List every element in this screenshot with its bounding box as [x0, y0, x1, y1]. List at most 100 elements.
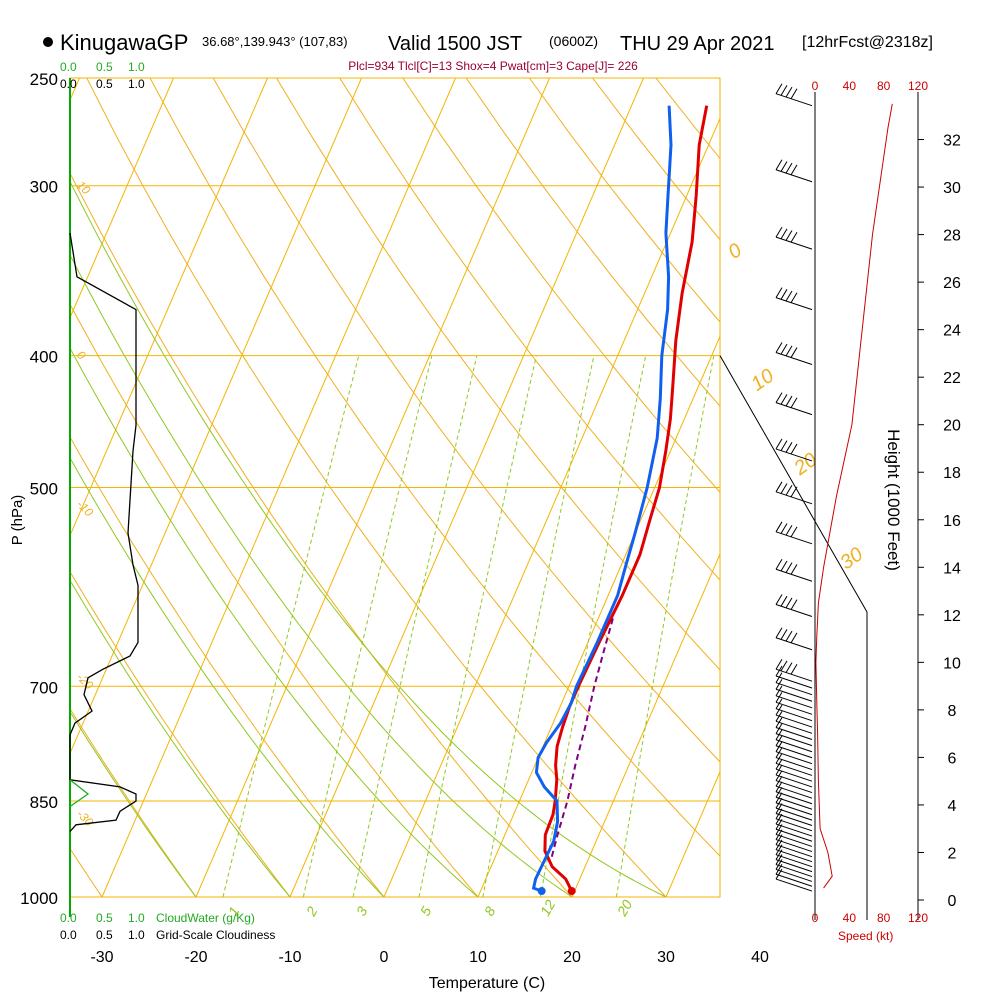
height-tick-label: 26 [943, 275, 961, 292]
wind-barb-staff [775, 714, 813, 728]
wind-barb-flag [785, 230, 793, 241]
dry-adiabat-line [212, 78, 720, 763]
wind-barb-flag [790, 164, 798, 176]
dry-adiabat-line [70, 570, 291, 897]
dry-adiabat-line [70, 707, 197, 897]
mixing-ratio-line [352, 355, 478, 897]
temperature-tick-label: -30 [90, 949, 113, 966]
speed-tick-top: 80 [877, 79, 891, 93]
pressure-tick-label: 250 [30, 70, 58, 89]
wind-barb-flag [790, 88, 798, 100]
wind-barb-staff [775, 868, 813, 882]
dry-adiabat-line [846, 78, 1000, 897]
moist-adiabat-line [70, 456, 385, 897]
dry-adiabat-line [402, 78, 720, 493]
wind-barb [775, 287, 813, 311]
speed-tick-top: 0 [812, 79, 819, 93]
wind-barb-flag [790, 443, 798, 455]
height-tick-label: 6 [948, 750, 957, 767]
wind-barb-staff [775, 774, 813, 788]
wind-barb-flag [775, 438, 783, 450]
dry-adiabat-label: -30 [74, 807, 96, 829]
surface-dewpoint-marker [537, 887, 546, 896]
wind-barb-staff [775, 844, 813, 858]
wind-speed-profile [815, 103, 893, 889]
wind-barb [775, 808, 813, 832]
speed-tick-bottom: 120 [908, 911, 928, 925]
mixing-ratio-label: 2 [302, 904, 320, 920]
wind-barb-flag [790, 526, 798, 538]
temperature-tick-label: 10 [469, 949, 487, 966]
wind-barb-flag [775, 792, 783, 803]
wind-barb-staff [775, 807, 813, 821]
height-tick-label: 0 [948, 893, 957, 910]
wind-barb-staff [775, 236, 813, 250]
forecast-info: [12hrFcst@2318z] [802, 34, 933, 51]
wind-barb-staff [775, 864, 813, 878]
moist-adiabat-line [70, 180, 667, 897]
station-marker-icon [43, 37, 53, 47]
wind-barb [775, 665, 813, 689]
cloudwater-profile [69, 779, 90, 808]
speed-tick-top: 120 [908, 79, 928, 93]
dry-adiabat-label: 20 [789, 449, 821, 480]
dry-adiabat-line [465, 78, 720, 407]
wind-barb-flag [775, 342, 783, 353]
wind-barb-staff [775, 780, 813, 794]
dry-adiabat-line [339, 78, 720, 581]
dry-adiabat-line [276, 78, 720, 671]
wind-barb-staff [775, 169, 813, 183]
pressure-tick-label: 300 [30, 178, 58, 197]
valid-zulu: (0600Z) [549, 33, 598, 49]
wind-barb-staff [775, 745, 813, 759]
wind-barb-flag [775, 672, 783, 683]
temperature-tick-label: 30 [657, 949, 675, 966]
cloudiness-tick-bottom: 1.0 [128, 928, 145, 942]
wind-barb-staff [775, 757, 813, 771]
wind-barb-flag [775, 287, 783, 298]
wind-barb-flag [780, 483, 788, 494]
height-tick-label: 30 [943, 180, 961, 197]
cloudwater-tick-bottom: 0.5 [96, 911, 113, 925]
wind-barb [775, 792, 813, 816]
wind-barb-flag [785, 290, 793, 302]
wind-barb-staff [775, 93, 813, 107]
station-coords: 36.68°,139.943° (107,83) [202, 34, 348, 49]
mixing-ratio-line [222, 355, 360, 897]
height-tick-label: 18 [943, 465, 961, 482]
wind-barb-staff [775, 708, 813, 722]
dry-adiabat-label: 10 [747, 365, 778, 396]
wind-barb-flag [775, 481, 783, 493]
wind-barb-staff [775, 878, 813, 892]
mixing-ratio-line [302, 355, 433, 897]
height-tick-label: 2 [948, 845, 957, 862]
valid-time: Valid 1500 JST [388, 33, 522, 55]
wind-barb-staff [775, 849, 813, 863]
wind-barb-flag [775, 594, 783, 605]
wind-barb-flag [790, 632, 798, 644]
cloudwater-tick-bottom: 0.0 [60, 911, 77, 925]
wind-barb-staff [775, 402, 813, 416]
height-tick-label: 16 [943, 513, 961, 530]
cloudiness-profile [69, 232, 139, 832]
dry-adiabat-line [70, 172, 573, 897]
height-tick-label: 28 [943, 228, 961, 245]
temperature-tick-label: -20 [184, 949, 207, 966]
cloudwater-axis-title: CloudWater (g/Kg) [156, 911, 255, 925]
temperature-line [543, 105, 709, 892]
wind-barb-staff [775, 854, 813, 868]
mixing-ratio-label: 3 [353, 904, 371, 919]
height-tick-label: 8 [948, 703, 957, 720]
wind-barb-staff [775, 637, 813, 651]
wind-barb [775, 392, 813, 416]
station-name: KinugawaGP [60, 30, 188, 55]
wind-barb-staff [775, 751, 813, 765]
cloudiness-tick-top: 0.0 [60, 77, 77, 91]
height-tick-label: 20 [943, 418, 961, 435]
wind-barb-flag [775, 679, 783, 690]
pressure-tick-label: 700 [30, 678, 58, 697]
mixing-ratio-line [615, 355, 715, 897]
dry-adiabat-line [909, 78, 1000, 897]
